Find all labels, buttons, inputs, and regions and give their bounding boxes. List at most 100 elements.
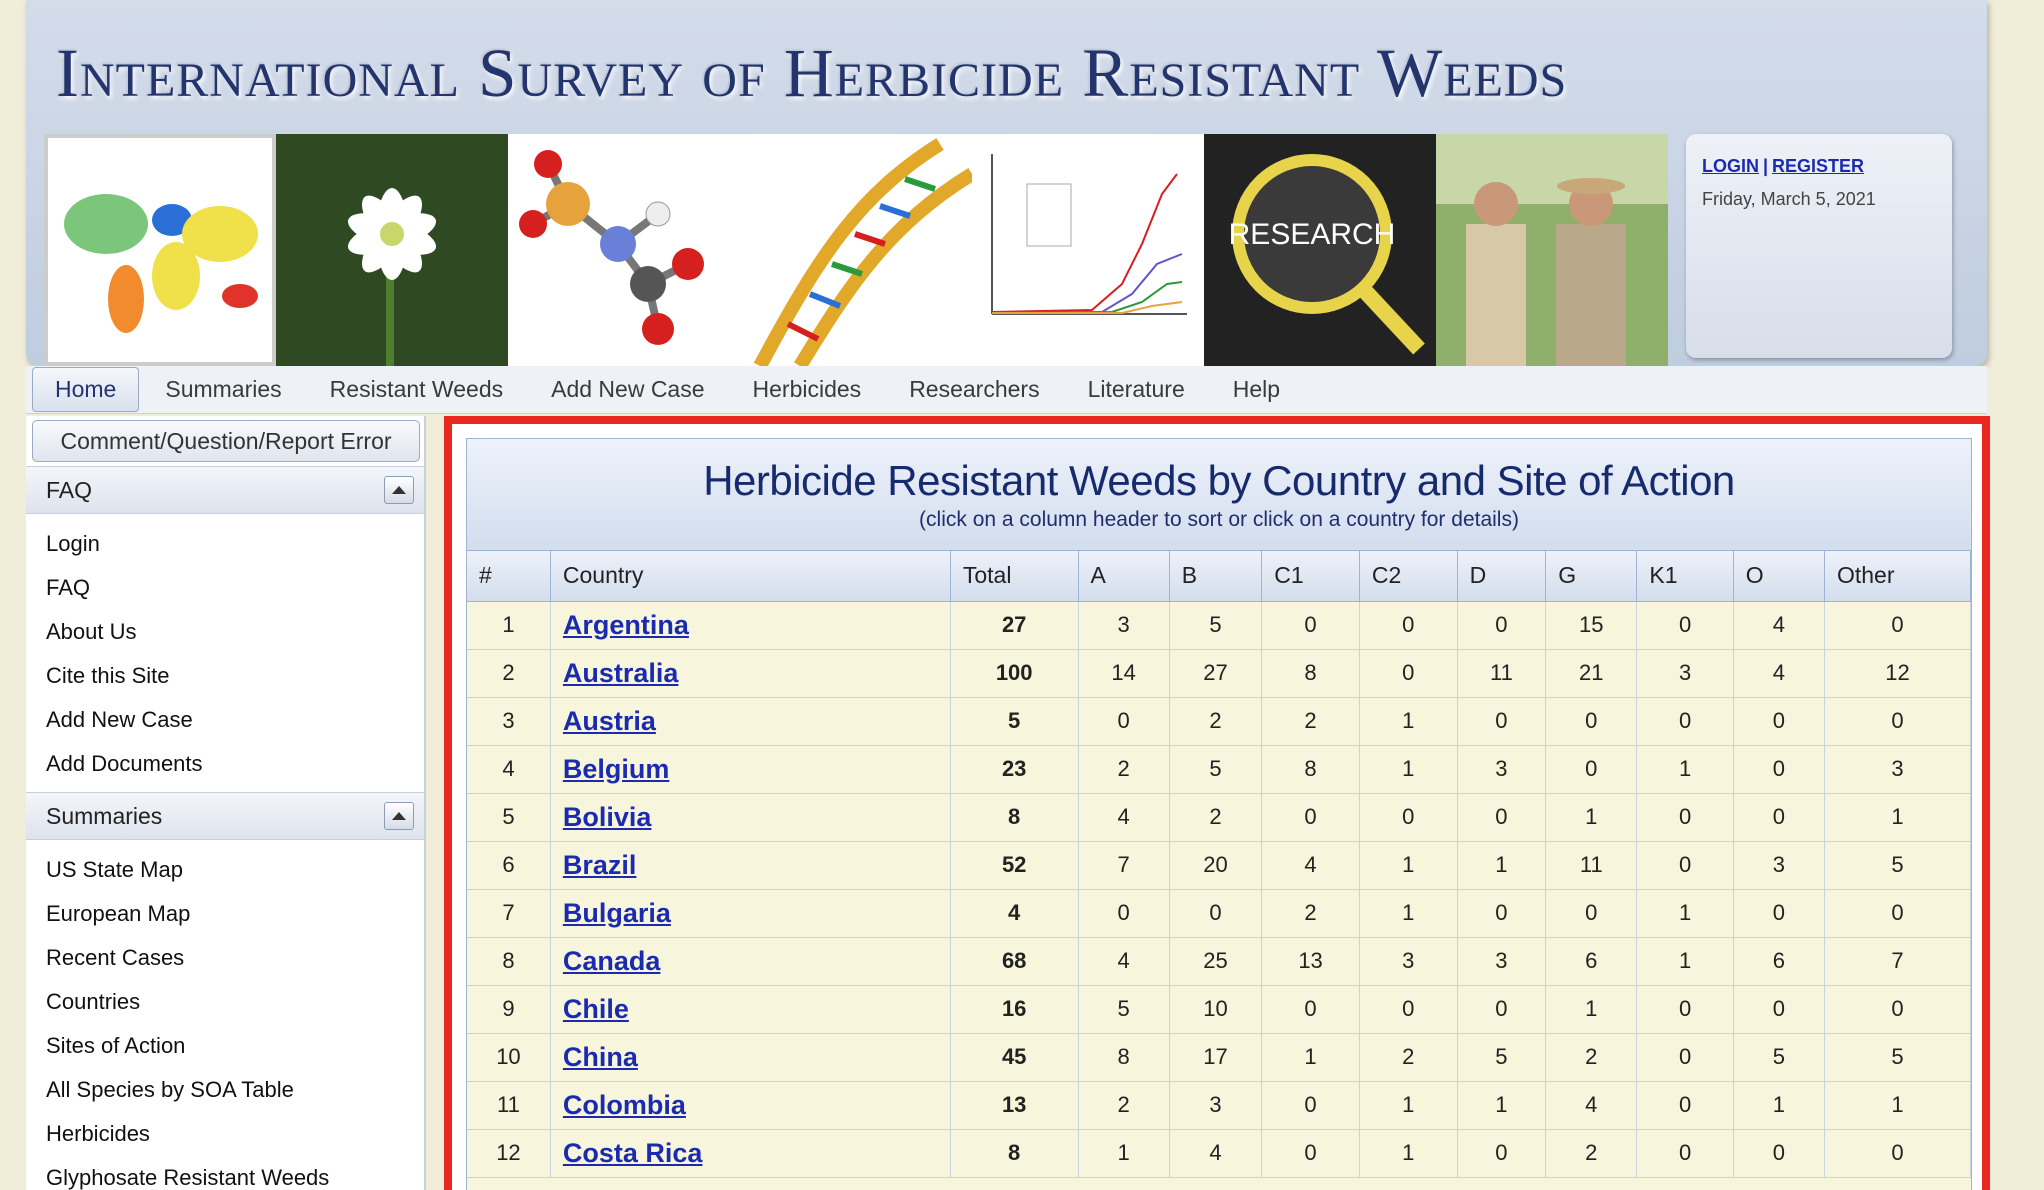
column-header-country[interactable]: Country bbox=[550, 551, 951, 602]
sidebar-item-herbicides[interactable]: Herbicides bbox=[46, 1121, 150, 1146]
sidebar-section-summaries: Summaries bbox=[26, 792, 424, 840]
table-row: 9 Chile 16 5 10 0 0 0 1 0 0 0 bbox=[467, 985, 1972, 1034]
cell-number: 2 bbox=[467, 649, 551, 698]
country-cell: Argentina bbox=[550, 601, 951, 650]
sidebar-item-countries[interactable]: Countries bbox=[46, 989, 141, 1014]
country-link[interactable]: Argentina bbox=[562, 609, 689, 640]
country-link[interactable]: Austria bbox=[562, 705, 656, 736]
nav-add-new-case[interactable]: Add New Case bbox=[551, 376, 705, 402]
nav-home[interactable]: Home bbox=[32, 367, 140, 412]
country-link[interactable]: Brazil bbox=[562, 849, 637, 880]
cell-k1: 0 bbox=[1636, 1081, 1734, 1130]
sidebar-item-login[interactable]: Login bbox=[46, 531, 100, 556]
column-header-c2[interactable]: C2 bbox=[1359, 551, 1458, 602]
cell-d: 3 bbox=[1457, 745, 1547, 794]
sidebar-item-cite-this-site[interactable]: Cite this Site bbox=[46, 663, 170, 688]
cell-c1: 0 bbox=[1261, 1129, 1360, 1178]
country-soa-table: # Country Total A B C1 C2 D G K1 O Other 1 Argentina… bbox=[467, 551, 1972, 1178]
cell-d: 0 bbox=[1457, 889, 1547, 938]
sidebar-item-add-new-case[interactable]: Add New Case bbox=[46, 707, 193, 732]
cell-other: 12 bbox=[1824, 649, 1972, 698]
sidebar-item-glyphosate-resistant-weeds[interactable]: Glyphosate Resistant Weeds bbox=[46, 1165, 330, 1190]
column-header-g[interactable]: G bbox=[1545, 551, 1638, 602]
table-header-block: Herbicide Resistant Weeds by Country and… bbox=[467, 439, 1971, 551]
country-link[interactable]: Bolivia bbox=[562, 801, 652, 832]
cell-total: 100 bbox=[950, 649, 1079, 698]
sidebar-item-us-state-map[interactable]: US State Map bbox=[46, 857, 183, 882]
chevron-up-icon bbox=[392, 812, 406, 820]
column-header-number[interactable]: # bbox=[467, 551, 551, 602]
sidebar-section-title: Summaries bbox=[46, 802, 163, 829]
sidebar-item-faq[interactable]: FAQ bbox=[46, 575, 91, 600]
cell-c2: 1 bbox=[1359, 841, 1458, 890]
cell-other: 5 bbox=[1824, 841, 1972, 890]
country-link[interactable]: Colombia bbox=[562, 1089, 686, 1120]
comment-question-report-error-button[interactable]: Comment/Question/Report Error bbox=[32, 420, 420, 462]
nav-resistant-weeds[interactable]: Resistant Weeds bbox=[329, 376, 504, 402]
nav-summaries[interactable]: Summaries bbox=[165, 376, 282, 402]
cell-g: 6 bbox=[1545, 937, 1638, 986]
cell-number: 6 bbox=[467, 841, 551, 890]
login-link[interactable]: LOGIN bbox=[1702, 156, 1759, 176]
cell-o: 5 bbox=[1733, 1033, 1825, 1082]
column-header-a[interactable]: A bbox=[1078, 551, 1170, 602]
column-header-b[interactable]: B bbox=[1169, 551, 1263, 602]
nav-help[interactable]: Help bbox=[1232, 376, 1281, 402]
sidebar-item-add-documents[interactable]: Add Documents bbox=[46, 751, 203, 776]
cell-b: 5 bbox=[1169, 745, 1263, 794]
cell-total: 8 bbox=[950, 793, 1079, 842]
cell-o: 0 bbox=[1733, 793, 1825, 842]
column-header-total[interactable]: Total bbox=[950, 551, 1079, 602]
cell-total: 4 bbox=[950, 889, 1079, 938]
cell-c1: 2 bbox=[1261, 889, 1360, 938]
column-header-other[interactable]: Other bbox=[1824, 551, 1972, 602]
cell-a: 0 bbox=[1078, 697, 1170, 746]
cell-other: 5 bbox=[1824, 1033, 1972, 1082]
country-link[interactable]: Bulgaria bbox=[562, 897, 671, 928]
table-row: 5 Bolivia 8 4 2 0 0 0 1 0 0 1 bbox=[467, 793, 1972, 842]
cell-d: 3 bbox=[1457, 937, 1547, 986]
table-subtitle: (click on a column header to sort or cli… bbox=[919, 508, 1519, 531]
nav-researchers[interactable]: Researchers bbox=[909, 376, 1040, 402]
country-link[interactable]: China bbox=[562, 1041, 638, 1072]
cell-o: 3 bbox=[1733, 841, 1825, 890]
cell-o: 1 bbox=[1733, 1081, 1825, 1130]
country-link[interactable]: Chile bbox=[562, 993, 629, 1024]
cell-d: 0 bbox=[1457, 985, 1547, 1034]
country-link[interactable]: Canada bbox=[562, 945, 661, 976]
register-link[interactable]: REGISTER bbox=[1772, 156, 1865, 176]
table-row: 7 Bulgaria 4 0 0 2 1 0 0 1 0 0 bbox=[467, 889, 1972, 938]
column-header-d[interactable]: D bbox=[1457, 551, 1547, 602]
country-link[interactable]: Australia bbox=[562, 657, 679, 688]
cell-d: 1 bbox=[1457, 841, 1547, 890]
sidebar-item-european-map[interactable]: European Map bbox=[46, 901, 191, 926]
cell-c1: 8 bbox=[1261, 745, 1360, 794]
cell-number: 3 bbox=[467, 697, 551, 746]
molecule-image bbox=[508, 134, 740, 366]
sidebar-item-recent-cases[interactable]: Recent Cases bbox=[46, 945, 185, 970]
cell-total: 52 bbox=[950, 841, 1079, 890]
column-header-o[interactable]: O bbox=[1733, 551, 1825, 602]
country-cell: Colombia bbox=[550, 1081, 951, 1130]
country-link[interactable]: Belgium bbox=[562, 753, 670, 784]
cell-b: 4 bbox=[1169, 1129, 1263, 1178]
column-header-c1[interactable]: C1 bbox=[1261, 551, 1360, 602]
table-row: 10 China 45 8 17 1 2 5 2 0 5 5 bbox=[467, 1033, 1972, 1082]
column-header-k1[interactable]: K1 bbox=[1636, 551, 1734, 602]
nav-literature[interactable]: Literature bbox=[1087, 376, 1185, 402]
collapse-button[interactable] bbox=[384, 476, 414, 504]
country-link[interactable]: Costa Rica bbox=[562, 1137, 703, 1168]
cell-number: 10 bbox=[467, 1033, 551, 1082]
collapse-button[interactable] bbox=[384, 802, 414, 830]
sidebar-item-sites-of-action[interactable]: Sites of Action bbox=[46, 1033, 186, 1058]
graph-image bbox=[972, 134, 1204, 366]
cell-c1: 2 bbox=[1261, 697, 1360, 746]
sidebar-item-about-us[interactable]: About Us bbox=[46, 619, 137, 644]
cell-o: 0 bbox=[1733, 985, 1825, 1034]
cell-a: 2 bbox=[1078, 745, 1170, 794]
country-cell: Austria bbox=[550, 697, 951, 746]
sidebar-item-all-species-by-soa-table[interactable]: All Species by SOA Table bbox=[46, 1077, 294, 1102]
cell-c2: 0 bbox=[1359, 793, 1458, 842]
cell-c1: 1 bbox=[1261, 1033, 1360, 1082]
nav-herbicides[interactable]: Herbicides bbox=[752, 376, 862, 402]
